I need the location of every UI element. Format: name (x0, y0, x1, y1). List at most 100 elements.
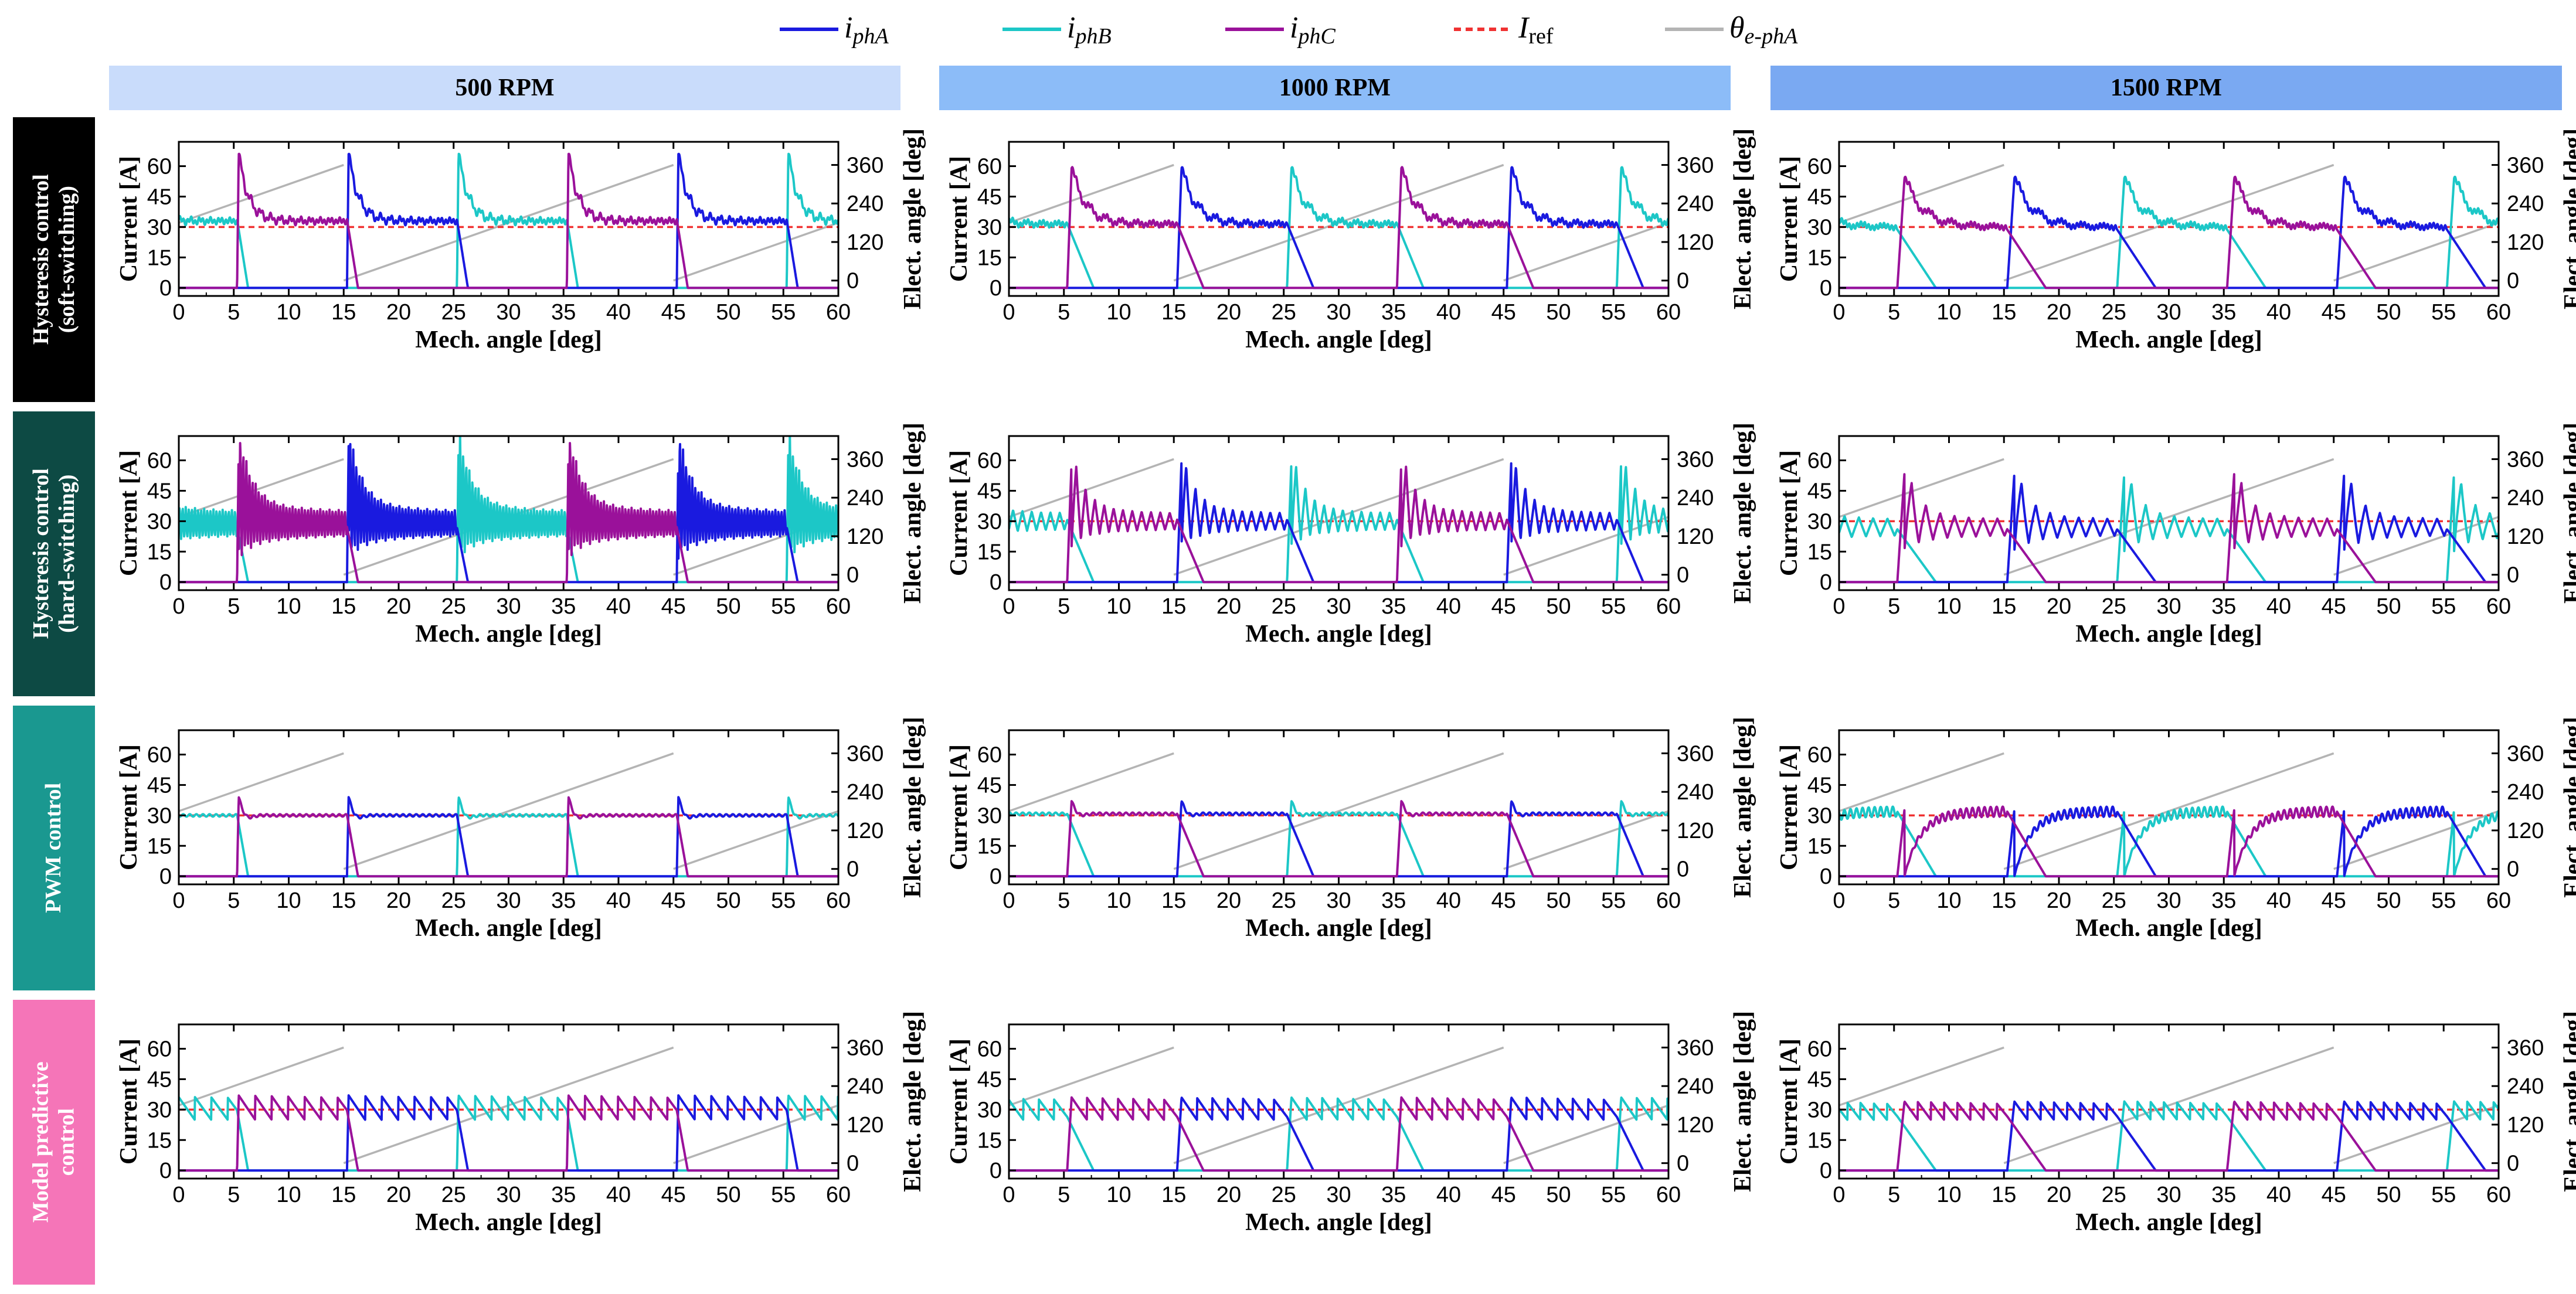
y2-axis-title: Elect. angle [deg] (899, 717, 926, 898)
y-tick-label: 15 (147, 834, 172, 859)
y2-tick-label: 360 (2507, 741, 2544, 766)
x-tick-label: 15 (1161, 1183, 1186, 1207)
x-tick-label: 20 (1216, 594, 1241, 619)
x-tick-label: 50 (2376, 594, 2401, 619)
plot-area (179, 436, 838, 584)
y-tick-label: 45 (977, 773, 1002, 798)
plot-area (1009, 164, 1668, 290)
y-tick-label: 45 (977, 185, 1002, 209)
x-tick-label: 0 (1833, 594, 1845, 619)
y2-axis-title: Elect. angle [deg] (2560, 423, 2576, 604)
x-tick-label: 20 (386, 1183, 411, 1207)
x-tick-label: 45 (2322, 1183, 2346, 1207)
y2-axis-title: Elect. angle [deg] (2560, 128, 2576, 309)
series-phC-line (179, 152, 838, 290)
y-tick-label: 15 (1807, 540, 1832, 564)
x-tick-label: 5 (227, 594, 240, 619)
series-phC-line (179, 442, 838, 584)
legend: iphA iphB iphC Iref θe-phA (780, 11, 1798, 49)
x-tick-label: 60 (2486, 888, 2511, 913)
y-tick-label: 0 (159, 276, 172, 301)
x-tick-label: 10 (1936, 1183, 1961, 1207)
y-axis-title: Current [A] (946, 1038, 973, 1164)
x-axis-title: Mech. angle [deg] (415, 621, 601, 648)
x-tick-label: 55 (2431, 300, 2456, 325)
x-tick-label: 5 (227, 300, 240, 325)
y-tick-label: 60 (977, 449, 1002, 474)
y-tick-label: 15 (1807, 246, 1832, 270)
x-tick-label: 40 (606, 1183, 631, 1207)
plot-frame (1838, 729, 2500, 886)
x-tick-label: 55 (771, 300, 796, 325)
panel-r3-c0: 0 5 10 15 20 25 30 35 40 45 50 55 60 0 15 30 45 60 0 120 240… (115, 1011, 926, 1236)
y-tick-label: 0 (1820, 864, 1832, 889)
y2-tick-label: 120 (2507, 819, 2544, 843)
y2-axis-title: Elect. angle [deg] (2560, 717, 2576, 898)
x-tick-label: 55 (2431, 888, 2456, 913)
y2-axis-title: Elect. angle [deg] (1729, 1011, 1756, 1192)
plot-area (1839, 164, 2499, 290)
x-tick-label: 20 (2047, 594, 2071, 619)
x-tick-label: 10 (1936, 594, 1961, 619)
legend-entry-phB: iphB (1002, 11, 1112, 49)
x-tick-label: 45 (1491, 300, 1516, 325)
x-tick-label: 60 (1656, 594, 1681, 619)
legend-entry-ref: Iref (1454, 11, 1554, 49)
x-tick-label: 30 (496, 1183, 521, 1207)
x-tick-label: 10 (1106, 594, 1131, 619)
x-tick-label: 0 (172, 888, 185, 913)
x-tick-label: 10 (276, 888, 301, 913)
y-tick-label: 60 (147, 155, 172, 179)
x-tick-label: 25 (441, 1183, 466, 1207)
plot-area (1009, 458, 1668, 584)
y-tick-label: 0 (990, 864, 1002, 889)
y-tick-label: 60 (147, 449, 172, 474)
plot-frame (1008, 435, 1670, 591)
y2-tick-label: 360 (2507, 1036, 2544, 1060)
x-tick-label: 30 (1326, 300, 1351, 325)
y-tick-label: 0 (990, 276, 1002, 301)
y2-tick-label: 0 (2507, 563, 2519, 588)
x-axis-title: Mech. angle [deg] (2075, 326, 2262, 353)
x-tick-label: 10 (1106, 1183, 1131, 1207)
x-tick-label: 5 (227, 888, 240, 913)
y2-tick-label: 360 (847, 447, 883, 472)
y-tick-label: 0 (1820, 276, 1832, 301)
x-tick-label: 0 (172, 300, 185, 325)
series-theta-line (1839, 1046, 2499, 1164)
x-tick-label: 50 (716, 300, 740, 325)
x-axis-title: Mech. angle [deg] (2075, 915, 2262, 942)
series-phC-line (179, 1094, 838, 1172)
column-header-500rpm: 500 RPM (109, 66, 900, 110)
y2-tick-label: 0 (1677, 269, 1689, 294)
x-tick-label: 50 (1546, 888, 1571, 913)
x-tick-label: 55 (2431, 1183, 2456, 1207)
y-tick-label: 30 (147, 509, 172, 534)
panel-r3-c1: 0 5 10 15 20 25 30 35 40 45 50 55 60 0 15 30 45 60 0 120 240… (946, 1011, 1756, 1236)
column-header-1500rpm: 1500 RPM (1770, 66, 2562, 110)
x-tick-label: 10 (276, 300, 301, 325)
x-tick-label: 15 (1161, 300, 1186, 325)
y-tick-label: 0 (159, 570, 172, 595)
x-tick-label: 15 (331, 888, 356, 913)
y-axis-title: Current [A] (115, 156, 142, 282)
x-tick-label: 50 (716, 1183, 740, 1207)
y-tick-label: 60 (1807, 743, 1832, 768)
x-tick-label: 10 (1106, 300, 1131, 325)
y-tick-label: 0 (1820, 1159, 1832, 1183)
x-tick-label: 20 (386, 594, 411, 619)
x-tick-label: 60 (1656, 888, 1681, 913)
y2-tick-label: 240 (1677, 1074, 1714, 1099)
y-tick-label: 45 (977, 1067, 1002, 1092)
x-tick-label: 40 (2266, 1183, 2291, 1207)
y-tick-label: 45 (147, 185, 172, 209)
y-tick-label: 15 (147, 540, 172, 564)
y-tick-label: 30 (977, 803, 1002, 828)
y-tick-label: 0 (990, 570, 1002, 595)
series-phA-line (1839, 175, 2499, 290)
y2-tick-label: 120 (1677, 230, 1714, 255)
panel-r0-c1: 0 5 10 15 20 25 30 35 40 45 50 55 60 0 15 30 45 60 0 120 240… (946, 128, 1756, 353)
y-axis-title: Current [A] (1776, 744, 1803, 870)
series-theta-line (1009, 164, 1668, 282)
y-tick-label: 15 (147, 1128, 172, 1153)
